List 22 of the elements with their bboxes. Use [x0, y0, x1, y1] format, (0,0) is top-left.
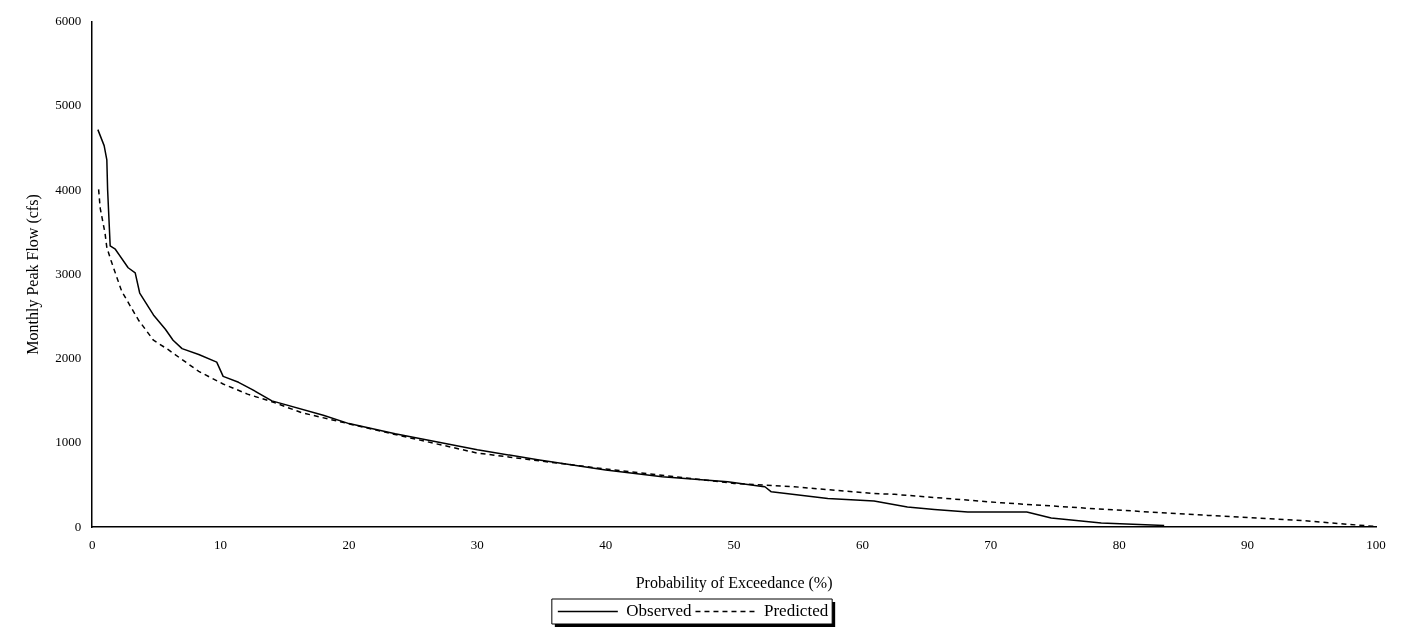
x-tick-label: 20: [342, 537, 356, 553]
x-tick-label: 80: [1112, 537, 1126, 553]
y-tick-label: 1000: [55, 434, 82, 450]
y-tick-label: 3000: [55, 265, 82, 281]
x-tick-label: 70: [984, 537, 998, 553]
x-tick-label: 50: [727, 537, 741, 553]
x-tick-label: 40: [599, 537, 613, 553]
y-tick-label: 5000: [55, 97, 82, 113]
y-tick-label: 2000: [55, 350, 82, 366]
x-tick-label: 30: [470, 537, 484, 553]
y-axis-title: Monthly Peak Flow (cfs): [23, 194, 42, 355]
legend-label: Observed: [626, 600, 692, 620]
y-tick-label: 0: [74, 518, 82, 534]
x-tick-label: 0: [88, 537, 96, 553]
y-tick-label: 6000: [55, 13, 82, 29]
x-tick-label: 90: [1241, 537, 1255, 553]
y-tick-label: 4000: [55, 181, 82, 197]
x-tick-label: 60: [855, 537, 869, 553]
x-axis-title: Probability of Exceedance (%): [635, 573, 833, 592]
legend-label: Predicted: [763, 600, 829, 620]
x-tick-label: 10: [214, 537, 228, 553]
x-tick-label: 100: [1366, 537, 1386, 553]
